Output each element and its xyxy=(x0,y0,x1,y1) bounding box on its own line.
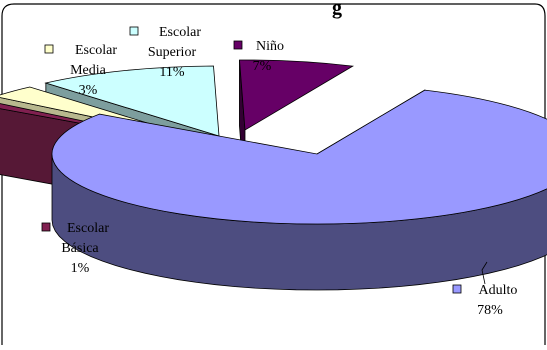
data-label-escolar-b-sica: Escolar Básica 1% xyxy=(41,221,109,276)
slice-value-escolar-b-sica: 1% xyxy=(71,261,90,276)
legend-marker-ni-o xyxy=(233,40,243,50)
slice-label-escolar-media-line-1: Escolar xyxy=(75,43,117,58)
slice-label-escolar-superior-line-1: Escolar xyxy=(159,25,201,40)
data-label-escolar-media: Escolar Media 3% xyxy=(44,43,117,98)
legend-marker-escolar-superior xyxy=(129,26,139,36)
data-label-adulto: Adulto 78% xyxy=(452,261,518,318)
slice-value-ni-o: 7% xyxy=(253,59,272,74)
legend-marker-adulto xyxy=(452,284,462,294)
slice-label-adulto: Adulto xyxy=(479,283,518,298)
slice-adulto xyxy=(51,89,547,225)
chart-border xyxy=(1,3,546,345)
slice-escolar-superior xyxy=(44,65,220,137)
slice-value-escolar-superior: 11% xyxy=(159,65,184,80)
chart-title-fragment: g xyxy=(332,0,342,19)
slice-value-adulto: 78% xyxy=(477,303,503,318)
slice-label-escolar-media-line-2: Media xyxy=(70,63,107,78)
slice-value-escolar-media: 3% xyxy=(79,83,98,98)
slice-ni-o xyxy=(239,59,355,131)
legend-marker-escolar-media xyxy=(44,44,54,54)
slice-label-escolar-superior-line-2: Superior xyxy=(148,45,197,60)
data-label-escolar-superior: Escolar Superior 11% xyxy=(129,25,201,80)
slice-label-ni-o: Niño xyxy=(256,39,284,54)
legend-marker-escolar-b-sica xyxy=(41,222,51,232)
data-label-ni-o: Niño 7% xyxy=(233,39,284,74)
slice-label-escolar-b-sica-line-1: Escolar xyxy=(67,221,109,236)
leader-line-adulto xyxy=(481,261,488,285)
slice-label-escolar-b-sica-line-2: Básica xyxy=(61,241,99,256)
